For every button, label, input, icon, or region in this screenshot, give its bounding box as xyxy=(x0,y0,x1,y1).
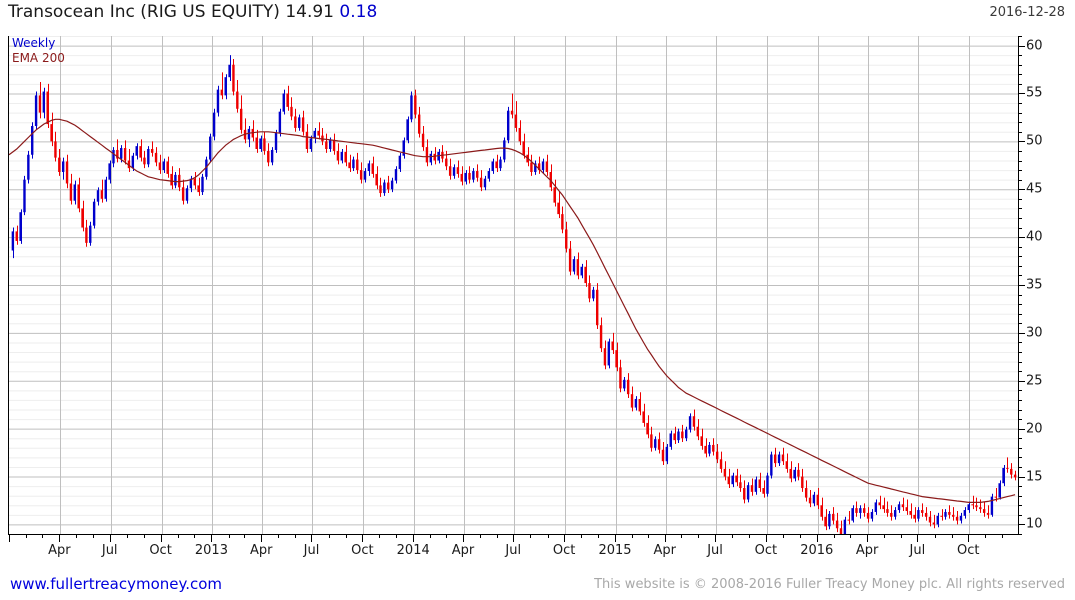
chart-header: Transocean Inc (RIG US EQUITY) 14.91 0.1… xyxy=(0,0,1075,28)
x-axis-label: Apr xyxy=(249,543,273,558)
x-axis-label: Jul xyxy=(101,543,118,558)
last-price: 14.91 xyxy=(285,2,334,22)
x-axis-label: Apr xyxy=(653,543,676,558)
y-axis-label: 45 xyxy=(1026,181,1043,197)
x-axis-label: Oct xyxy=(552,543,576,558)
instrument-name: Transocean Inc (RIG US EQUITY) xyxy=(8,2,280,22)
y-axis-label: 40 xyxy=(1026,229,1043,245)
x-axis-label: 2015 xyxy=(598,543,632,558)
x-axis-label: Apr xyxy=(48,543,71,558)
x-axis-label: Apr xyxy=(451,543,475,558)
data-layer xyxy=(9,36,1018,534)
copyright-notice: This website is © 2008-2016 Fuller Treac… xyxy=(594,577,1065,592)
x-axis-label: Oct xyxy=(351,543,374,558)
x-axis-label: Oct xyxy=(149,543,172,558)
as-of-date: 2016-12-28 xyxy=(989,5,1065,20)
y-axis-label: 20 xyxy=(1026,421,1043,437)
y-axis-labels: 10 15 20 25 30 35 40 45 50 55 60 xyxy=(1026,36,1071,535)
x-axis-label: Jul xyxy=(303,543,320,558)
x-axis-label: 2014 xyxy=(396,543,430,558)
y-axis-label: 10 xyxy=(1026,516,1043,532)
page-title: Transocean Inc (RIG US EQUITY) 14.91 0.1… xyxy=(8,2,377,22)
x-axis-label: Oct xyxy=(754,543,778,558)
x-axis-label: Oct xyxy=(956,543,980,558)
chart-plot-area[interactable] xyxy=(8,36,1018,534)
y-axis-label: 50 xyxy=(1026,133,1043,149)
legend-ema-200: EMA 200 xyxy=(12,51,65,65)
x-axis-label: Jul xyxy=(505,543,522,558)
y-axis-label: 35 xyxy=(1026,277,1043,293)
legend-period: Weekly xyxy=(12,36,56,50)
price-change: 0.18 xyxy=(339,2,378,22)
y-axis-label: 55 xyxy=(1026,85,1043,101)
x-axis-labels: Apr Jul Oct 2013 Apr Jul Oct 2014 Apr Jul Oct 2015 A… xyxy=(0,543,1075,561)
x-axis-line xyxy=(8,534,1018,535)
grid-layer xyxy=(9,36,1018,534)
site-url-link[interactable]: www.fullertreacymoney.com xyxy=(10,575,223,593)
y-axis-label: 15 xyxy=(1026,469,1043,485)
x-axis-label: 2016 xyxy=(800,543,834,558)
y-axis-ticks xyxy=(1018,36,1025,535)
chart-legend: Weekly EMA 200 xyxy=(12,36,65,66)
y-axis-label: 30 xyxy=(1026,325,1043,341)
y-axis-label: 25 xyxy=(1026,373,1043,389)
page-footer: www.fullertreacymoney.com This website i… xyxy=(0,572,1075,600)
x-axis-label: Apr xyxy=(855,543,879,558)
x-axis-label: 2013 xyxy=(194,543,228,558)
x-axis-label: Jul xyxy=(707,543,723,558)
x-axis-label: Jul xyxy=(909,543,926,558)
y-axis-label: 60 xyxy=(1026,38,1043,54)
x-axis-ticks xyxy=(8,534,1018,543)
